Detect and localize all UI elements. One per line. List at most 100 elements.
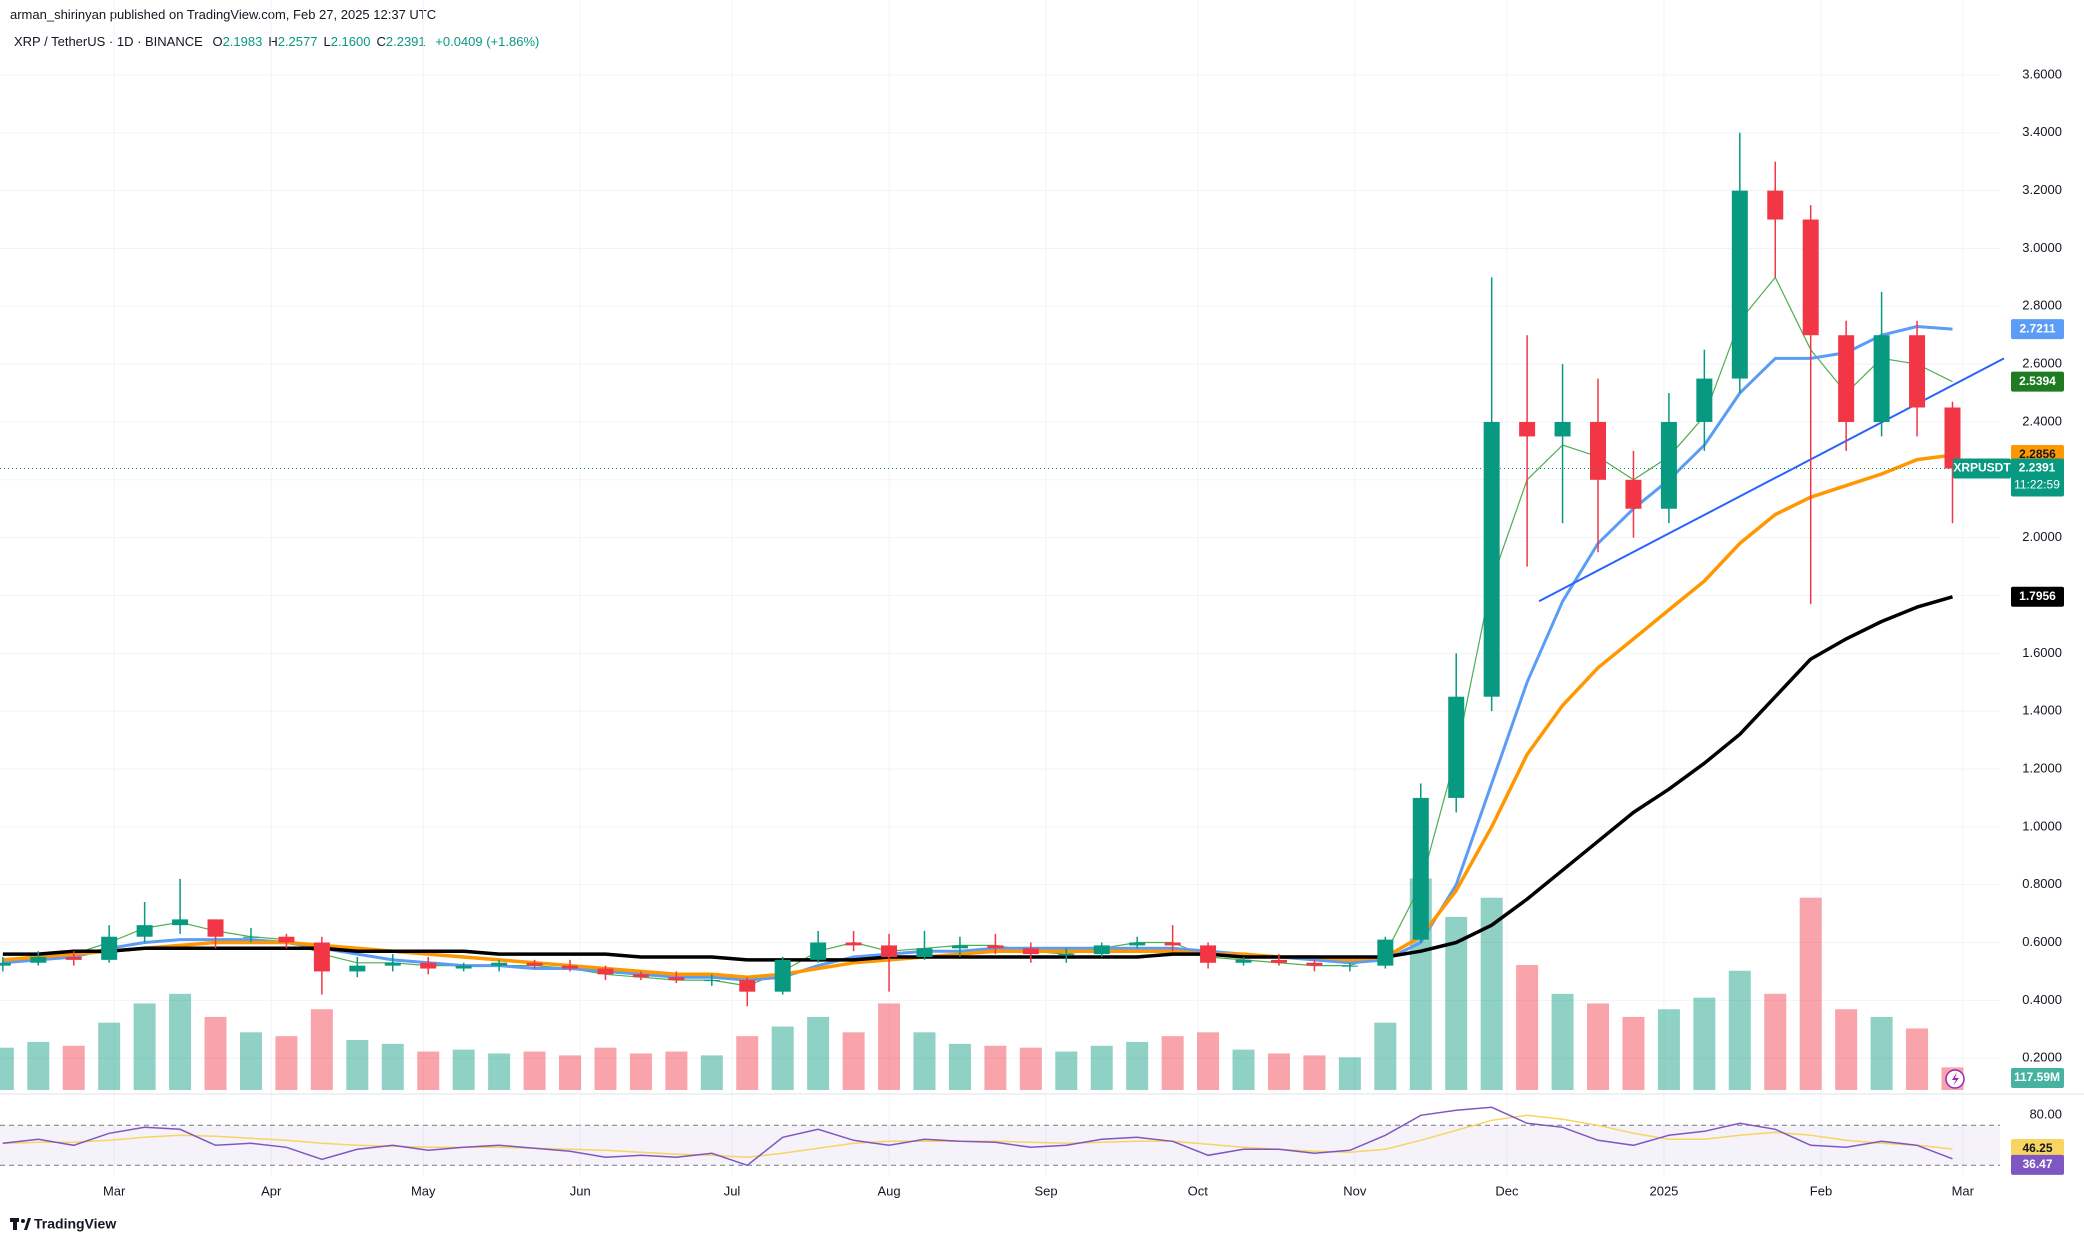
volume-bar	[1303, 1055, 1326, 1090]
candle-body	[739, 980, 756, 992]
candle-body	[1519, 421, 1536, 437]
volume-badge: 117.59M	[2014, 1070, 2060, 1084]
ohlc-value: 2.2391	[385, 34, 426, 49]
volume-bar	[665, 1051, 688, 1090]
candle-body	[455, 965, 472, 969]
volume-bar	[204, 1016, 227, 1090]
candle-body	[30, 956, 47, 963]
volume-bar	[913, 1032, 936, 1090]
candle-body	[1448, 696, 1465, 798]
ohlc-key: O	[212, 34, 223, 49]
volume-bar	[1764, 993, 1787, 1090]
alert-icon-bolt	[1952, 1072, 1959, 1086]
candle-body	[1554, 421, 1571, 437]
volume-bar	[1906, 1028, 1929, 1090]
candle-body	[1341, 965, 1358, 967]
trendline	[1538, 357, 2005, 603]
candle-body	[668, 977, 685, 981]
candle-body	[987, 945, 1004, 949]
ohlc-values: O2.1983 H2.2577 L2.1600 C2.2391	[206, 34, 425, 49]
volume-bar	[629, 1053, 652, 1090]
change: +0.0409 (+1.86%)	[435, 34, 540, 49]
candle-body	[420, 962, 437, 969]
volume-bar	[1587, 1003, 1610, 1090]
symbol-legend: XRP / TetherUS · 1D · BINANCE O2.1983 H2.…	[14, 34, 539, 49]
volume-bar	[1445, 916, 1468, 1090]
volume-bar	[807, 1016, 830, 1090]
price-badge-bg	[2011, 458, 2064, 497]
candle-body	[242, 936, 259, 938]
x-tick-label: 2025	[1649, 1183, 1678, 1198]
rsi-badge-bg	[2011, 1154, 2064, 1175]
candle-body	[1200, 945, 1217, 963]
volume-bar	[1657, 1009, 1680, 1090]
volume-bar	[523, 1051, 546, 1090]
rsi-badge: 36.47	[2022, 1157, 2052, 1171]
volume-bar	[559, 1055, 582, 1090]
volume-bar	[842, 1032, 865, 1090]
y-tick-label: 1.4000	[2022, 703, 2062, 718]
candle-body	[881, 945, 898, 957]
candles	[0, 132, 2000, 1007]
volume-bar	[771, 1026, 794, 1090]
volume-bar	[1480, 897, 1503, 1090]
series-badge-bg	[2011, 319, 2064, 340]
candle-body	[1873, 335, 1890, 422]
candle-body	[384, 962, 401, 966]
volume-bar	[1728, 970, 1751, 1090]
x-tick-label: Feb	[1810, 1183, 1832, 1198]
volume-bar	[27, 1041, 50, 1090]
volume-bar	[1161, 1036, 1184, 1090]
candle-body	[1660, 421, 1677, 509]
ohlc-value: 2.1983	[222, 34, 263, 49]
candle-body	[313, 942, 330, 972]
y-tick-label: 0.6000	[2022, 934, 2062, 949]
rsi-pane: 80.00	[0, 1106, 2062, 1167]
volume-bar	[1126, 1041, 1149, 1090]
logo-part	[24, 1218, 31, 1230]
logo-part	[13, 1218, 17, 1230]
candle-body	[491, 962, 508, 966]
volume-bar	[1870, 1016, 1893, 1090]
candle-body	[951, 945, 968, 949]
ohlc-key: L	[323, 34, 331, 49]
candle-body	[1306, 962, 1323, 966]
y-tick-label: 2.4000	[2022, 413, 2062, 428]
price-badges: 2.5394 2.7211 2.2856 1.7956 XRPUSDT 2.2391 11:…	[1953, 319, 2064, 1175]
volume-bar	[275, 1036, 298, 1090]
candle-body	[1625, 479, 1642, 509]
candle-body	[0, 962, 11, 966]
symbol-badge: XRPUSDT	[1953, 461, 2011, 475]
candle-body	[1590, 421, 1607, 480]
volume-bar	[488, 1053, 511, 1090]
volume-bar	[1374, 1022, 1397, 1090]
x-tick-label: Jul	[724, 1183, 741, 1198]
candle-body	[65, 956, 82, 960]
rsi-ma-badge: 46.25	[2022, 1141, 2052, 1155]
moving-average	[2, 595, 1953, 962]
y-tick-label: 2.0000	[2022, 529, 2062, 544]
moving-average	[2, 276, 1953, 987]
x-tick-label: May	[411, 1183, 436, 1198]
y-tick-label: 2.8000	[2022, 298, 2062, 313]
candle-body	[1483, 421, 1500, 697]
candle-body	[278, 936, 295, 943]
volume-bar	[1019, 1047, 1042, 1090]
x-tick-label: Dec	[1495, 1183, 1519, 1198]
moving-averages	[2, 276, 1953, 987]
volume-bar	[62, 1045, 85, 1090]
volume-badge-bg	[2011, 1068, 2064, 1088]
candle-body	[1093, 945, 1110, 955]
volume-bar	[169, 993, 192, 1090]
y-tick-label: 3.4000	[2022, 124, 2062, 139]
volume-bar	[1090, 1045, 1113, 1090]
volume-bar	[1338, 1057, 1361, 1090]
y-tick-label: 0.2000	[2022, 1050, 2062, 1065]
candle-body	[1129, 942, 1146, 946]
publisher-line: arman_shirinyan published on TradingView…	[10, 7, 437, 22]
candle-body	[703, 980, 720, 982]
rsi-band-fill	[0, 1125, 2000, 1166]
candle-body	[845, 942, 862, 946]
series-badge: 1.7956	[2019, 589, 2056, 603]
x-tick-label: Jun	[570, 1183, 591, 1198]
